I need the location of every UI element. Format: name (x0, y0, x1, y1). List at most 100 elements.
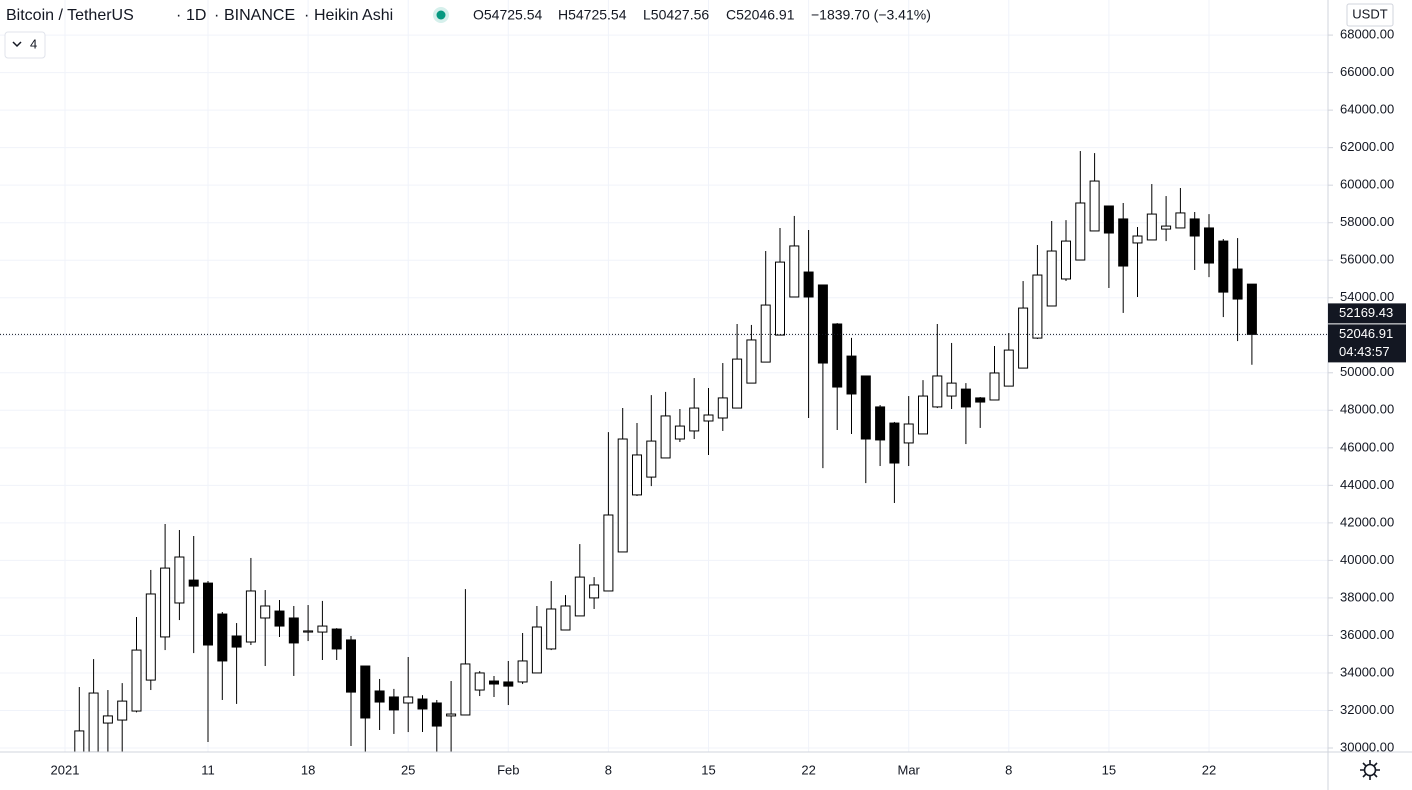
candle-body (1204, 227, 1214, 264)
currency: USDT (1352, 6, 1387, 21)
candle-body (632, 454, 642, 496)
candle-body (1118, 218, 1129, 267)
candle-body (360, 665, 371, 719)
candle-body (403, 696, 414, 704)
candle-body (560, 605, 571, 631)
separator: · (304, 7, 309, 24)
candle-body (860, 375, 871, 440)
y-tick-label: 40000.00 (1340, 552, 1394, 567)
ohlc-high: H54725.54 (558, 7, 627, 23)
candle-body (217, 613, 228, 662)
x-tick-label: 8 (605, 762, 612, 777)
candle-body (1046, 250, 1057, 307)
interval[interactable]: 1D (186, 7, 206, 24)
candle-body (245, 590, 256, 643)
candle-body (775, 261, 785, 336)
y-tick-label: 42000.00 (1340, 514, 1394, 529)
countdown: 04:43:57 (1339, 344, 1390, 359)
candle-body (1089, 180, 1100, 232)
candle-body (803, 271, 814, 298)
candle-body (117, 700, 128, 721)
candle-body (617, 438, 628, 553)
y-tick-label: 54000.00 (1340, 289, 1394, 304)
symbol[interactable]: Bitcoin / TetherUS (6, 7, 134, 24)
candle-body (746, 339, 757, 384)
candle-body (203, 582, 213, 646)
candle-body (1175, 212, 1186, 229)
x-tick-label: 25 (401, 762, 415, 777)
candle-body (732, 358, 743, 409)
candle-body (260, 605, 271, 619)
candle-body (975, 397, 986, 403)
y-tick-label: 62000.00 (1340, 139, 1394, 154)
candle-body (1103, 205, 1114, 234)
candle-body (489, 680, 499, 685)
candle-body (74, 730, 85, 752)
candle-body (589, 584, 600, 599)
candle-body (1061, 240, 1071, 280)
x-tick-label: 18 (301, 762, 315, 777)
candle-body (1032, 274, 1043, 339)
candle-body (431, 702, 442, 727)
candle-body (960, 388, 971, 408)
candle-body (331, 628, 342, 650)
settings-icon[interactable] (1360, 760, 1380, 780)
y-tick-label: 46000.00 (1340, 439, 1394, 454)
candle-body (1232, 268, 1243, 300)
x-tick-label: 22 (801, 762, 815, 777)
axes: 30000.00 32000.00 34000.00 36000.00 38000.00… (51, 27, 1406, 777)
separator: · (214, 7, 219, 24)
candle-body (918, 395, 928, 435)
candle-body (274, 610, 285, 627)
x-tick-label: Feb (497, 762, 519, 777)
candle-body (1218, 240, 1229, 293)
y-tick-label: 50000.00 (1340, 364, 1394, 379)
ohlc-low: L50427.56 (643, 7, 709, 23)
x-tick-label: 22 (1202, 762, 1216, 777)
candle-body (231, 635, 242, 648)
candle-body (1018, 307, 1029, 369)
ohlc-open: O54725.54 (473, 7, 542, 23)
last-price-box (1328, 324, 1406, 363)
candle-body (1132, 235, 1143, 244)
candle-body (903, 423, 914, 444)
candle-body (646, 440, 657, 478)
y-tick-label: 68000.00 (1340, 27, 1394, 42)
x-tick-label: 11 (201, 762, 215, 777)
y-tick-label: 44000.00 (1340, 477, 1394, 492)
candle-body (546, 608, 557, 650)
candle-body (932, 375, 943, 408)
candle-body (517, 660, 528, 683)
y-tick-label: 60000.00 (1340, 177, 1394, 192)
candle-body (188, 579, 199, 587)
candle-body (145, 593, 156, 681)
y-tick-label: 36000.00 (1340, 627, 1394, 642)
price-marker: 52169.43 (1339, 305, 1393, 320)
price-marker-box (1328, 303, 1406, 324)
candle-body (1146, 213, 1157, 241)
candle-body (846, 355, 857, 395)
candle-body (388, 696, 399, 711)
candle-body (717, 397, 728, 419)
candle-body (760, 304, 771, 363)
y-tick-label: 32000.00 (1340, 702, 1394, 717)
y-tick-label: 58000.00 (1340, 214, 1394, 229)
currency-box[interactable] (1346, 3, 1394, 27)
indicator-count: 4 (30, 36, 37, 51)
candle-body (689, 407, 700, 432)
x-tick-label: 15 (701, 762, 715, 777)
chart-style[interactable]: Heikin Ashi (314, 7, 393, 24)
candle-body (303, 630, 314, 633)
y-tick-label: 30000.00 (1340, 739, 1394, 754)
exchange: BINANCE (224, 7, 295, 24)
candle-body (531, 626, 542, 674)
candle-body (446, 713, 457, 717)
indicators-toggle[interactable] (4, 31, 46, 59)
candle-body (574, 576, 585, 617)
y-tick-label: 48000.00 (1340, 402, 1394, 417)
candle-body (789, 245, 800, 298)
candle-body (288, 617, 299, 644)
candles (0, 151, 1328, 752)
